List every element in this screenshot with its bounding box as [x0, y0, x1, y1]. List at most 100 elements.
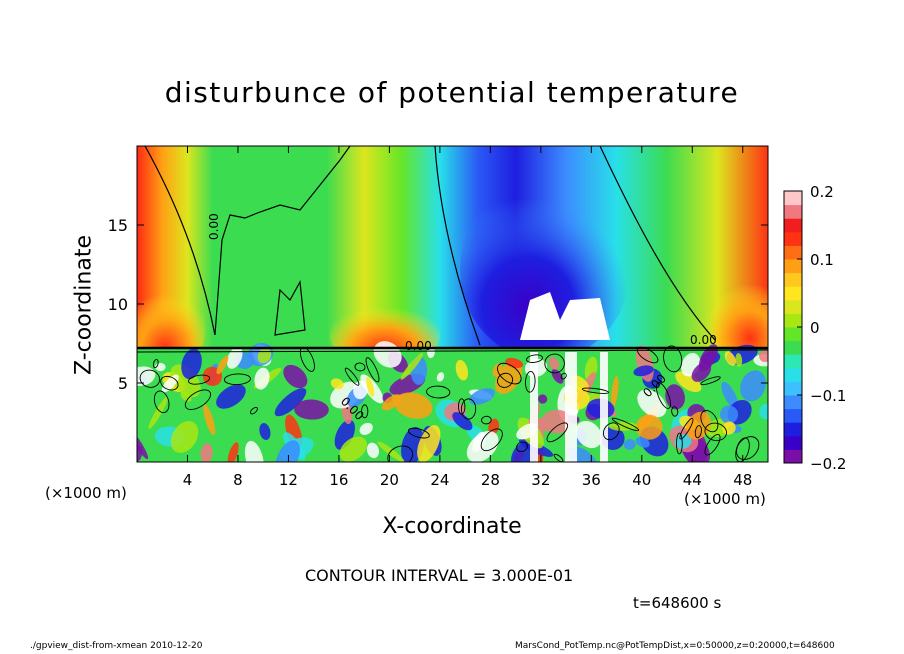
- contour-line: [144, 146, 216, 336]
- turbulence-cell: [637, 389, 667, 418]
- colorbar-segment: [784, 286, 802, 301]
- colorbar-tick-label: −0.2: [810, 455, 846, 473]
- turbulence-cell: [181, 348, 202, 380]
- turbulence-cell: [721, 381, 739, 410]
- turbulence-cell: [575, 420, 602, 449]
- y-axis-label: Z-coordinate: [71, 235, 97, 375]
- contour-line: [676, 432, 683, 455]
- contour-line: [546, 422, 569, 443]
- turbulence-cell: [538, 394, 548, 404]
- x-unit-label-right: (×1000 m): [684, 490, 766, 508]
- y-tick-label: 10: [108, 295, 128, 314]
- contour-line: [736, 436, 760, 460]
- turbulence-cell: [635, 414, 663, 440]
- contour-line: [407, 427, 430, 439]
- turbulence-cell: [381, 394, 402, 411]
- time-label: t=648600 s: [633, 594, 722, 612]
- contour-line: [560, 372, 567, 380]
- contour-line: [426, 385, 451, 399]
- contour-line: [611, 417, 640, 432]
- contour-line: [480, 428, 503, 452]
- turbulent-layer: [137, 341, 768, 462]
- turbulence-cell: [294, 399, 329, 420]
- colorbar: 0.2 0.1 0 −0.1 −0.2: [783, 183, 846, 473]
- contour-line: [250, 406, 258, 415]
- footer-right: MarsCond_PotTemp.nc@PotTempDist,x=0:5000…: [515, 641, 835, 651]
- colorbar-segment: [784, 435, 802, 450]
- turbulence-cell: [466, 431, 499, 462]
- turbulence-cell: [691, 362, 712, 382]
- x-tick-label: 40: [632, 471, 651, 489]
- contour-line: [581, 387, 610, 394]
- x-tick-label: 12: [279, 471, 298, 489]
- turbulence-cell: [722, 421, 736, 435]
- x-tick-label: 28: [481, 471, 500, 489]
- x-tick-label: 36: [582, 471, 601, 489]
- turbulence-cell: [674, 433, 692, 449]
- contour-line: [704, 434, 721, 456]
- contour-line: [460, 398, 477, 420]
- turbulence-cell: [170, 421, 199, 453]
- x-tick-label: 48: [733, 471, 752, 489]
- turbulence-cell: [724, 351, 737, 366]
- contour-line: [655, 382, 671, 409]
- contour-line: [481, 415, 492, 425]
- contour-line: [274, 280, 306, 336]
- turbulence-cell: [227, 442, 239, 462]
- colorbar-segment: [784, 422, 802, 437]
- contour-line: [152, 359, 159, 369]
- colorbar-segment: [784, 245, 802, 260]
- colorbar-segment: [784, 272, 802, 287]
- turbulence-cell: [400, 352, 424, 380]
- contour-line: [516, 441, 528, 453]
- colorbar-segment: [784, 449, 802, 464]
- turbulence-cell: [505, 357, 523, 369]
- turbulence-cell: [203, 404, 216, 436]
- turbulence-cell: [394, 392, 433, 419]
- turbulence-cell: [452, 412, 473, 431]
- colorbar-tick-label: 0.1: [810, 251, 834, 269]
- turbulence-cell: [436, 372, 445, 382]
- turbulence-cell: [274, 388, 307, 417]
- contour-line: [525, 370, 536, 393]
- turbulence-cell: [366, 376, 375, 397]
- colorbar-segment: [784, 354, 802, 369]
- turbulence-cell: [200, 443, 213, 462]
- x-tick-label: 44: [683, 471, 702, 489]
- contour-line: [299, 346, 315, 372]
- contour-line: [160, 375, 179, 391]
- contour-line: [387, 445, 414, 462]
- x-axis-label: X-coordinate: [382, 514, 522, 539]
- turbulence-cell: [259, 422, 271, 441]
- turbulence-cell: [548, 356, 560, 370]
- x-tick-label: 20: [380, 471, 399, 489]
- colorbar-segment: [784, 340, 802, 355]
- turbulence-cell: [417, 425, 441, 462]
- colorbar-segment: [784, 259, 802, 274]
- plume: [600, 352, 608, 462]
- contour-interval-label: CONTOUR INTERVAL = 3.000E-01: [305, 566, 574, 585]
- contour-line: [344, 367, 360, 386]
- turbulence-cell: [137, 428, 149, 460]
- turbulence-cell: [330, 378, 344, 390]
- plot-area: [137, 146, 768, 462]
- contour-line: [497, 362, 522, 385]
- contour-label: 0.00: [405, 339, 432, 353]
- contour-line: [553, 453, 564, 462]
- colorbar-segment: [784, 395, 802, 410]
- contour-label: 0.00: [207, 213, 221, 240]
- contour-line: [671, 406, 679, 417]
- turbulence-cell: [216, 384, 246, 409]
- turbulence-cell: [635, 436, 650, 448]
- turbulence-cell: [339, 436, 367, 462]
- colorbar-segment: [784, 367, 802, 382]
- turbulence-cell: [148, 396, 169, 430]
- plume: [530, 352, 538, 462]
- contour-line: [663, 345, 683, 373]
- footer-left: ./gpview_dist-from-xmean 2010-12-20: [30, 641, 203, 651]
- contour-line: [153, 390, 170, 414]
- contour-line: [361, 404, 369, 419]
- turbulence-cell: [633, 365, 654, 377]
- colorbar-segment: [784, 381, 802, 396]
